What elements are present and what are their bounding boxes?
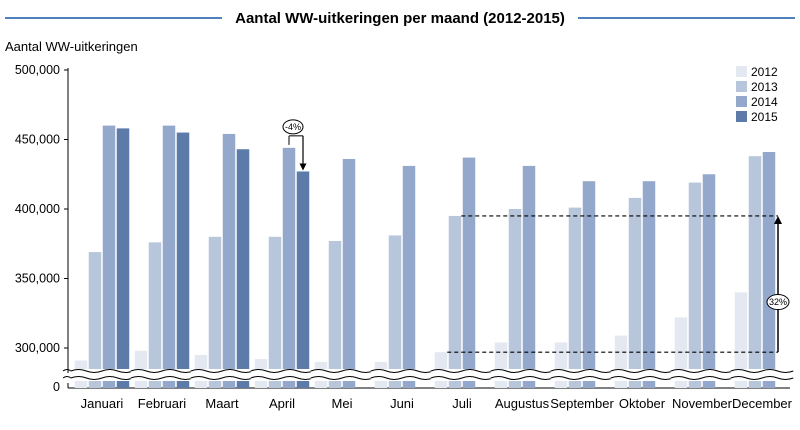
axis-break-wave xyxy=(610,369,674,380)
annotation-label: -4% xyxy=(285,122,301,132)
x-tick-label: April xyxy=(269,396,295,411)
axis-break-wave xyxy=(70,369,134,380)
axis-break-wave xyxy=(550,369,614,380)
bar-2013-februari xyxy=(148,242,162,388)
bar-2014-september xyxy=(582,181,596,388)
legend-swatch-2015 xyxy=(736,111,747,122)
bar-2015-februari xyxy=(176,132,190,388)
x-tick-label: Oktober xyxy=(619,396,666,411)
bar-2013-november xyxy=(688,182,702,388)
bar-2013-mei xyxy=(328,240,342,388)
x-tick-label: November xyxy=(672,396,733,411)
bar-2014-mei xyxy=(342,158,356,388)
y-tick-label: 450,000 xyxy=(15,133,60,147)
annotation-bubble xyxy=(766,294,790,311)
legend-swatch-2014 xyxy=(736,96,747,107)
x-tick-label: December xyxy=(732,396,793,411)
annotation-label: 32% xyxy=(769,297,787,307)
chart-title: Aantal WW-uitkeringen per maand (2012-20… xyxy=(235,10,565,27)
annotation-bubble xyxy=(282,119,304,135)
x-tick-label: September xyxy=(550,396,614,411)
legend-label-2014: 2014 xyxy=(751,95,778,109)
annotation-arrowhead xyxy=(299,163,307,171)
x-tick-label: Februari xyxy=(138,396,187,411)
legend-label-2012: 2012 xyxy=(751,65,778,79)
axis-break-wave xyxy=(190,369,254,380)
bar-2015-april xyxy=(296,171,310,388)
y-tick-label: 350,000 xyxy=(15,272,60,286)
bar-2013-augustus xyxy=(508,209,522,388)
legend-label-2015: 2015 xyxy=(751,110,778,124)
axis-break-wave xyxy=(670,369,734,380)
bar-2013-december xyxy=(748,156,762,388)
bar-2013-september xyxy=(568,207,582,388)
x-tick-label: Augustus xyxy=(495,396,550,411)
bar-2013-april xyxy=(268,236,282,388)
bar-2013-maart xyxy=(208,236,222,388)
bar-2014-december xyxy=(762,152,776,388)
bar-2014-februari xyxy=(162,125,176,388)
legend-label-2013: 2013 xyxy=(751,80,778,94)
bar-2013-juni xyxy=(388,235,402,388)
bar-2014-augustus xyxy=(522,165,536,388)
bar-2014-oktober xyxy=(642,181,656,388)
bar-2014-juni xyxy=(402,165,416,388)
axis-break-wave xyxy=(430,369,494,380)
bar-2012-december xyxy=(734,292,748,388)
y-axis-label: Aantal WW-uitkeringen xyxy=(5,39,138,54)
x-tick-label: Juni xyxy=(390,396,414,411)
bar-2013-oktober xyxy=(628,197,642,388)
bar-2012-augustus xyxy=(494,342,508,388)
bar-2014-maart xyxy=(222,133,236,388)
axis-break-wave xyxy=(250,369,314,380)
bar-2014-juli xyxy=(462,157,476,388)
bar-2013-januari xyxy=(88,252,102,388)
x-tick-label: Maart xyxy=(205,396,239,411)
bar-2014-januari xyxy=(102,125,116,388)
bar-2012-september xyxy=(554,342,568,388)
bar-2013-juli xyxy=(448,215,462,388)
bar-2015-maart xyxy=(236,149,250,388)
y-tick-label: 500,000 xyxy=(15,63,60,77)
bar-2015-januari xyxy=(116,128,130,388)
axis-break-wave xyxy=(730,369,794,380)
growth-arrowhead xyxy=(774,215,782,224)
x-tick-label: Mei xyxy=(332,396,353,411)
axis-break-wave xyxy=(370,369,434,380)
y-tick-label: 400,000 xyxy=(15,202,60,216)
legend-swatch-2013 xyxy=(736,81,747,92)
bar-2014-november xyxy=(702,174,716,388)
bar-2014-april xyxy=(282,147,296,388)
y-tick-label: 300,000 xyxy=(15,341,60,355)
axis-break-wave xyxy=(310,369,374,380)
y-axis-zero-label: 0 xyxy=(53,380,60,394)
x-tick-label: Juli xyxy=(452,396,472,411)
x-tick-label: Januari xyxy=(81,396,124,411)
axis-break-wave xyxy=(130,369,194,380)
axis-break-wave xyxy=(490,369,554,380)
legend-swatch-2012 xyxy=(736,66,747,77)
